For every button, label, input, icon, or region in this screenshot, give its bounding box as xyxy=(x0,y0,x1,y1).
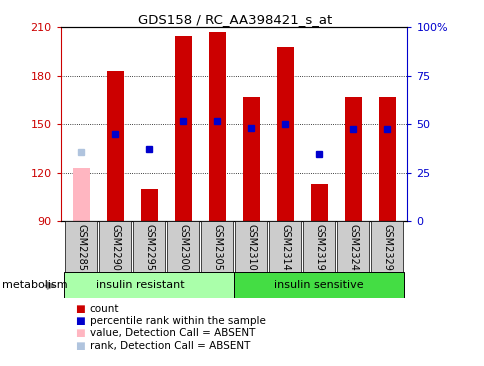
Text: GSM2310: GSM2310 xyxy=(245,224,256,270)
Bar xyxy=(166,221,199,273)
Text: GSM2305: GSM2305 xyxy=(212,224,222,270)
Text: count: count xyxy=(90,304,119,314)
Bar xyxy=(64,272,233,298)
Bar xyxy=(276,47,293,221)
Text: value, Detection Call = ABSENT: value, Detection Call = ABSENT xyxy=(90,328,255,339)
Bar xyxy=(73,168,90,221)
Bar xyxy=(174,36,191,221)
Text: GSM2295: GSM2295 xyxy=(144,224,154,270)
Text: rank, Detection Call = ABSENT: rank, Detection Call = ABSENT xyxy=(90,340,250,351)
Bar xyxy=(234,221,267,273)
Bar xyxy=(106,71,123,221)
Text: insulin resistant: insulin resistant xyxy=(96,280,184,290)
Bar xyxy=(140,189,157,221)
Text: ■: ■ xyxy=(75,316,85,326)
Bar xyxy=(302,221,334,273)
Text: ■: ■ xyxy=(75,304,85,314)
Bar xyxy=(200,221,233,273)
Text: ■: ■ xyxy=(75,328,85,339)
Bar xyxy=(310,184,327,221)
Text: GSM2324: GSM2324 xyxy=(348,224,357,270)
Text: metabolism: metabolism xyxy=(2,280,68,290)
Bar xyxy=(370,221,403,273)
Text: GSM2314: GSM2314 xyxy=(279,224,289,270)
Bar xyxy=(336,221,368,273)
Bar xyxy=(242,97,259,221)
Bar xyxy=(64,221,97,273)
Text: percentile rank within the sample: percentile rank within the sample xyxy=(90,316,265,326)
Bar xyxy=(233,272,403,298)
Text: GSM2290: GSM2290 xyxy=(110,224,120,270)
Text: GSM2319: GSM2319 xyxy=(313,224,323,270)
Bar xyxy=(268,221,301,273)
Bar xyxy=(378,97,394,221)
Text: GSM2300: GSM2300 xyxy=(178,224,188,270)
Text: GSM2329: GSM2329 xyxy=(381,224,391,270)
Text: insulin sensitive: insulin sensitive xyxy=(273,280,363,290)
Bar xyxy=(133,221,165,273)
Text: GDS158 / RC_AA398421_s_at: GDS158 / RC_AA398421_s_at xyxy=(138,13,332,26)
Bar xyxy=(208,32,225,221)
Bar xyxy=(99,221,131,273)
Bar xyxy=(344,97,361,221)
Text: GSM2285: GSM2285 xyxy=(76,224,86,270)
Text: ■: ■ xyxy=(75,340,85,351)
